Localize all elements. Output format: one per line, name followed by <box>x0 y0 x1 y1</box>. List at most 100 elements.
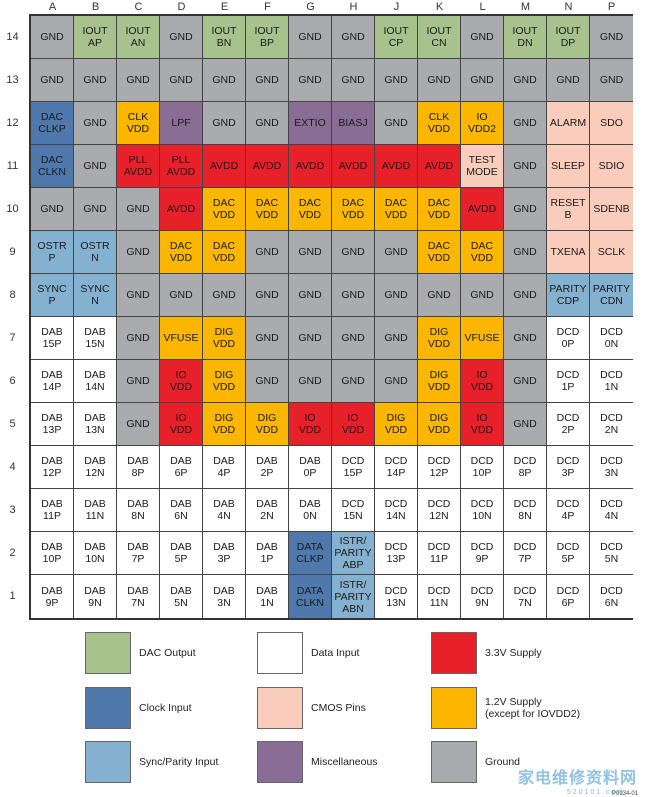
pin-cell: PLL AVDD <box>160 145 203 188</box>
pin-cell: GND <box>31 188 74 231</box>
column-label: L <box>479 1 486 13</box>
pin-cell: DAB 12N <box>74 446 117 489</box>
pin-cell: OSTR N <box>74 231 117 274</box>
legend-label: Ground <box>485 756 521 768</box>
pin-cell: DAB 0P <box>289 446 332 489</box>
pin-cell: GND <box>246 274 289 317</box>
pin-cell: DCD 6N <box>590 575 633 618</box>
pin-cell: DAB 6P <box>160 446 203 489</box>
pin-cell: DCD 4N <box>590 489 633 532</box>
pin-cell: GND <box>375 274 418 317</box>
pin-cell: DCD 6P <box>547 575 590 618</box>
pin-cell: SDO <box>590 102 633 145</box>
pin-cell: DAB 13N <box>74 403 117 446</box>
pin-cell: DCD 10P <box>461 446 504 489</box>
legend-item: Sync/Parity Input <box>85 741 218 783</box>
pin-cell: DAB 10P <box>31 532 74 575</box>
pin-cell: VFUSE <box>160 317 203 360</box>
pin-cell: IOUT CP <box>375 16 418 59</box>
pin-cell: PARITY CDN <box>590 274 633 317</box>
pin-cell: GND <box>332 360 375 403</box>
pin-cell: DAB 12P <box>31 446 74 489</box>
row-label: 4 <box>9 461 16 473</box>
row-label: 3 <box>9 504 16 516</box>
pin-cell: DIG VDD <box>203 317 246 360</box>
pin-cell: GND <box>375 317 418 360</box>
row-label: 6 <box>9 375 16 387</box>
row-label: 9 <box>9 246 16 258</box>
pin-cell: IO VDD <box>289 403 332 446</box>
pin-cell: DCD 12P <box>418 446 461 489</box>
column-label: P <box>607 1 616 13</box>
pin-cell: GND <box>289 317 332 360</box>
pin-cell: AVDD <box>418 145 461 188</box>
legend-swatch <box>85 687 131 729</box>
pin-cell: GND <box>504 145 547 188</box>
pin-cell: DAB 2N <box>246 489 289 532</box>
column-label: F <box>264 1 271 13</box>
pin-cell: GND <box>117 360 160 403</box>
pin-cell: LPF <box>160 102 203 145</box>
pin-cell: IO VDD <box>461 360 504 403</box>
pin-cell: DCD 1P <box>547 360 590 403</box>
legend-swatch <box>431 687 477 729</box>
pin-cell: DAC CLKP <box>31 102 74 145</box>
pin-cell: IO VDD2 <box>461 102 504 145</box>
pin-cell: GND <box>590 59 633 102</box>
pin-cell: GND <box>74 145 117 188</box>
pin-cell: DCD 2N <box>590 403 633 446</box>
pin-cell: GND <box>117 274 160 317</box>
pin-cell: DAB 14N <box>74 360 117 403</box>
pin-cell: DCD 13P <box>375 532 418 575</box>
legend-label: Sync/Parity Input <box>139 756 219 768</box>
pin-cell: DCD 5N <box>590 532 633 575</box>
pin-cell: DAB 8N <box>117 489 160 532</box>
pin-cell: DAC VDD <box>203 188 246 231</box>
row-label: 1 <box>9 590 16 602</box>
column-label: G <box>306 1 315 13</box>
pin-cell: GND <box>246 317 289 360</box>
pin-cell: DAC VDD <box>375 188 418 231</box>
legend-item: Data Input <box>257 632 359 674</box>
pin-cell: DIG VDD <box>418 317 461 360</box>
pin-cell: ISTR/ PARITY ABP <box>332 532 375 575</box>
pin-cell: DIG VDD <box>375 403 418 446</box>
pin-cell: DCD 7P <box>504 532 547 575</box>
column-label: D <box>177 1 186 13</box>
pin-cell: DCD 12N <box>418 489 461 532</box>
pin-cell: DAC CLKN <box>31 145 74 188</box>
pin-cell: GND <box>504 403 547 446</box>
pin-cell: GND <box>117 317 160 360</box>
pin-cell: CLK VDD <box>117 102 160 145</box>
pin-cell: DCD 3P <box>547 446 590 489</box>
pin-cell: DCD 8P <box>504 446 547 489</box>
pin-cell: AVDD <box>461 188 504 231</box>
row-label: 7 <box>9 332 16 344</box>
legend-swatch <box>257 687 303 729</box>
pin-cell: IO VDD <box>160 403 203 446</box>
pin-cell: IO VDD <box>461 403 504 446</box>
pin-cell: DAC VDD <box>203 231 246 274</box>
pin-cell: DAB 3N <box>203 575 246 618</box>
pin-cell: DAB 9P <box>31 575 74 618</box>
legend-label: DAC Output <box>139 647 196 659</box>
pin-cell: GND <box>246 360 289 403</box>
pin-cell: GND <box>375 360 418 403</box>
pin-cell: DAB 1P <box>246 532 289 575</box>
pin-cell: SYNC N <box>74 274 117 317</box>
row-label: 14 <box>6 31 19 43</box>
pin-cell: GND <box>504 59 547 102</box>
pin-cell: AVDD <box>332 145 375 188</box>
pin-cell: DCD 10N <box>461 489 504 532</box>
pin-cell: RESET B <box>547 188 590 231</box>
pin-cell: DIG VDD <box>203 403 246 446</box>
watermark-logo: 家电维修资料网 <box>517 770 637 787</box>
column-label: M <box>520 1 531 13</box>
pin-cell: DCD 11P <box>418 532 461 575</box>
pin-cell: DAB 2P <box>246 446 289 489</box>
pin-cell: GND <box>117 231 160 274</box>
legend-label: 1.2V Supply (except for IOVDD2) <box>485 696 581 720</box>
pin-cell: DAB 10N <box>74 532 117 575</box>
column-label: B <box>91 1 100 13</box>
legend-item: DAC Output <box>85 632 196 674</box>
